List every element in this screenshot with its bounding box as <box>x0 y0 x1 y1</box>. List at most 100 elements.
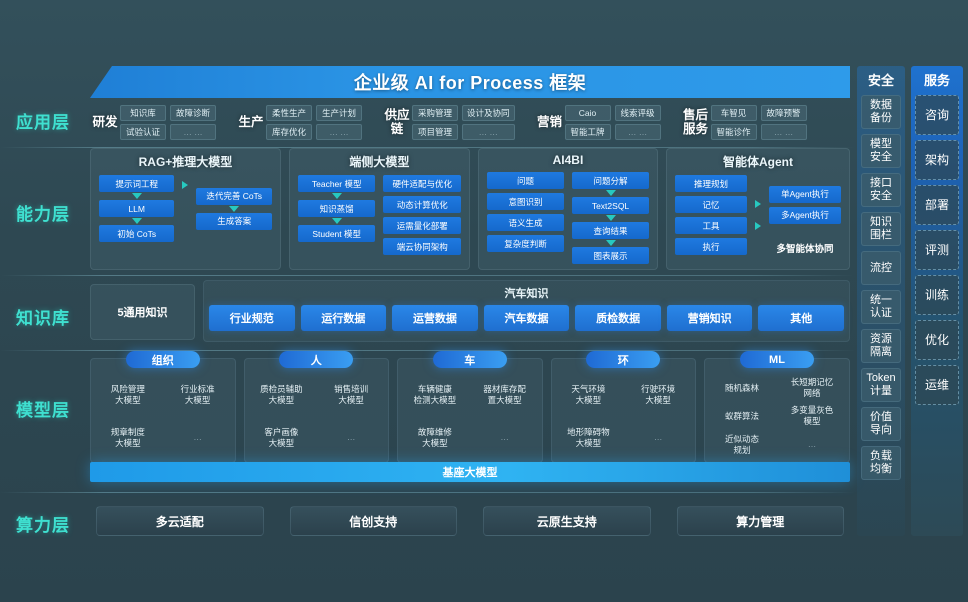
service-rail-item[interactable]: 评测 <box>915 230 959 270</box>
model-item[interactable]: 行业标准 大模型 <box>180 384 215 406</box>
model-card-pill[interactable]: 环 <box>586 351 661 368</box>
model-item[interactable]: 器材库存配 置大模型 <box>483 384 526 406</box>
application-chip[interactable]: 智能诊作 <box>710 123 757 140</box>
service-rail-item[interactable]: 部署 <box>915 185 959 225</box>
model-item[interactable]: 行驶环境 大模型 <box>641 384 676 406</box>
service-rail-item[interactable]: 运维 <box>915 365 959 405</box>
capability-node[interactable]: Student 模型 <box>297 225 376 242</box>
capability-node[interactable]: 推理规划 <box>675 175 747 192</box>
application-chip[interactable]: 生产计划 <box>316 104 362 121</box>
capability-node[interactable]: 多Agent执行 <box>769 206 841 224</box>
model-card-pill[interactable]: 车 <box>432 351 507 368</box>
application-chip[interactable]: 柔性生产 <box>266 104 312 121</box>
security-rail-item[interactable]: 数据 备份 <box>861 95 901 129</box>
model-item[interactable]: 客户画像 大模型 <box>264 426 299 448</box>
model-item[interactable]: 质检员辅助 大模型 <box>260 384 303 406</box>
knowledge-chip[interactable]: 其他 <box>758 305 845 331</box>
application-chip[interactable]: 线索评级 <box>614 104 661 121</box>
knowledge-chip[interactable]: 汽车数据 <box>483 305 570 331</box>
capability-node[interactable]: LLM <box>99 200 175 217</box>
knowledge-chip[interactable]: 运行数据 <box>300 305 387 331</box>
service-rail-item[interactable]: 咨询 <box>915 95 959 135</box>
application-chip[interactable]: 采购管理 <box>412 104 458 121</box>
security-rail-item[interactable]: 统一 认证 <box>861 290 901 324</box>
application-chip[interactable]: 项目管理 <box>412 123 458 140</box>
security-rail-item[interactable]: 知识 围栏 <box>861 212 901 246</box>
model-card-pill[interactable]: 人 <box>279 351 354 368</box>
capability-node[interactable]: 意图识别 <box>486 193 564 210</box>
capability-node[interactable]: 动态计算优化 <box>383 196 461 213</box>
capability-node[interactable]: 初始 CoTs <box>99 225 175 242</box>
application-chip[interactable]: 设计及协同 <box>462 104 515 121</box>
security-rail-item[interactable]: Token 计量 <box>861 368 901 402</box>
capability-node[interactable]: 语义生成 <box>486 214 564 231</box>
application-chip[interactable]: 试验认证 <box>120 123 166 140</box>
compute-chip[interactable]: 算力管理 <box>676 506 844 536</box>
compute-chip[interactable]: 云原生支持 <box>483 506 651 536</box>
application-chip[interactable]: … … <box>170 123 216 140</box>
model-item[interactable]: 天气环境 大模型 <box>571 384 606 406</box>
application-chip[interactable]: … … <box>316 123 362 140</box>
model-item[interactable]: … <box>500 432 509 443</box>
compute-chip[interactable]: 多云适配 <box>96 506 264 536</box>
capability-node[interactable]: 记忆 <box>675 196 747 213</box>
knowledge-chip[interactable]: 运营数据 <box>392 305 478 331</box>
security-rail-item[interactable]: 负载 均衡 <box>861 446 901 480</box>
application-chip[interactable]: 智能工牌 <box>564 123 611 140</box>
model-item[interactable]: 蚁群算法 <box>724 410 759 421</box>
application-chip[interactable]: … … <box>760 123 807 140</box>
model-item[interactable]: 车辆健康 检测大模型 <box>413 384 457 406</box>
capability-node[interactable]: 生成答案 <box>196 212 272 230</box>
application-chip[interactable]: Caio <box>564 104 611 121</box>
model-item[interactable]: 故障维修 大模型 <box>417 426 452 448</box>
knowledge-chip[interactable]: 营销知识 <box>666 305 753 331</box>
capability-node[interactable]: 迭代完善 CoTs <box>196 187 272 205</box>
capability-node[interactable]: 图表展示 <box>571 247 650 264</box>
model-item[interactable]: … <box>807 439 817 450</box>
knowledge-chip[interactable]: 质检数据 <box>575 305 661 331</box>
capability-node[interactable]: 知识蒸馏 <box>297 200 376 217</box>
security-rail-item[interactable]: 资源 隔离 <box>861 329 901 363</box>
application-chip[interactable]: … … <box>614 123 661 140</box>
capability-node[interactable]: 运需量化部署 <box>383 217 461 234</box>
application-chip[interactable]: 车智见 <box>710 104 757 121</box>
security-rail-item[interactable]: 价值 导向 <box>861 407 901 441</box>
capability-node[interactable]: Text2SQL <box>571 197 650 214</box>
application-chip[interactable]: 故障诊断 <box>170 104 216 121</box>
capability-node[interactable]: Teacher 模型 <box>297 175 376 192</box>
application-chip[interactable]: 库存优化 <box>266 123 312 140</box>
model-item[interactable]: 规章制度 大模型 <box>110 426 145 448</box>
security-rail-item[interactable]: 接口 安全 <box>861 173 901 207</box>
service-rail-item[interactable]: 优化 <box>915 320 959 360</box>
application-chip[interactable]: 故障预警 <box>760 104 807 121</box>
capability-node[interactable]: 单Agent执行 <box>769 185 841 203</box>
model-card-pill[interactable]: 组织 <box>125 351 200 368</box>
application-chip[interactable]: 知识库 <box>120 104 166 121</box>
model-card-pill[interactable]: ML <box>740 351 814 368</box>
capability-node[interactable]: 工具 <box>675 217 747 234</box>
service-rail-item[interactable]: 架构 <box>915 140 959 180</box>
application-chip[interactable]: … … <box>462 123 515 140</box>
model-item[interactable]: … <box>653 432 663 443</box>
model-item[interactable]: 长短期记忆 网络 <box>790 377 834 399</box>
capability-node[interactable]: 提示词工程 <box>99 175 175 192</box>
capability-node[interactable]: 端云协同架构 <box>383 238 461 255</box>
model-item[interactable]: … <box>193 432 202 443</box>
capability-node[interactable]: 复杂度判断 <box>486 235 564 252</box>
model-item[interactable]: 近似动态 规划 <box>724 433 759 455</box>
model-item[interactable]: … <box>346 432 356 443</box>
capability-node[interactable]: 查询结果 <box>571 222 650 239</box>
compute-chip[interactable]: 信创支持 <box>289 506 457 536</box>
knowledge-chip[interactable]: 行业规范 <box>209 305 295 331</box>
capability-node[interactable]: 硬件适配与优化 <box>383 175 461 192</box>
model-item[interactable]: 销售培训 大模型 <box>334 384 369 406</box>
security-rail-item[interactable]: 模型 安全 <box>861 134 901 168</box>
service-rail-item[interactable]: 训练 <box>915 275 959 315</box>
security-rail-item[interactable]: 流控 <box>861 251 901 285</box>
capability-node[interactable]: 问题 <box>486 172 564 189</box>
model-item[interactable]: 多变量灰色 模型 <box>790 405 834 427</box>
model-item[interactable]: 风险管理 大模型 <box>110 384 145 406</box>
model-item[interactable]: 地形障碍物 大模型 <box>567 426 610 448</box>
capability-node[interactable]: 执行 <box>675 238 747 255</box>
model-item[interactable]: 随机森林 <box>724 382 759 393</box>
